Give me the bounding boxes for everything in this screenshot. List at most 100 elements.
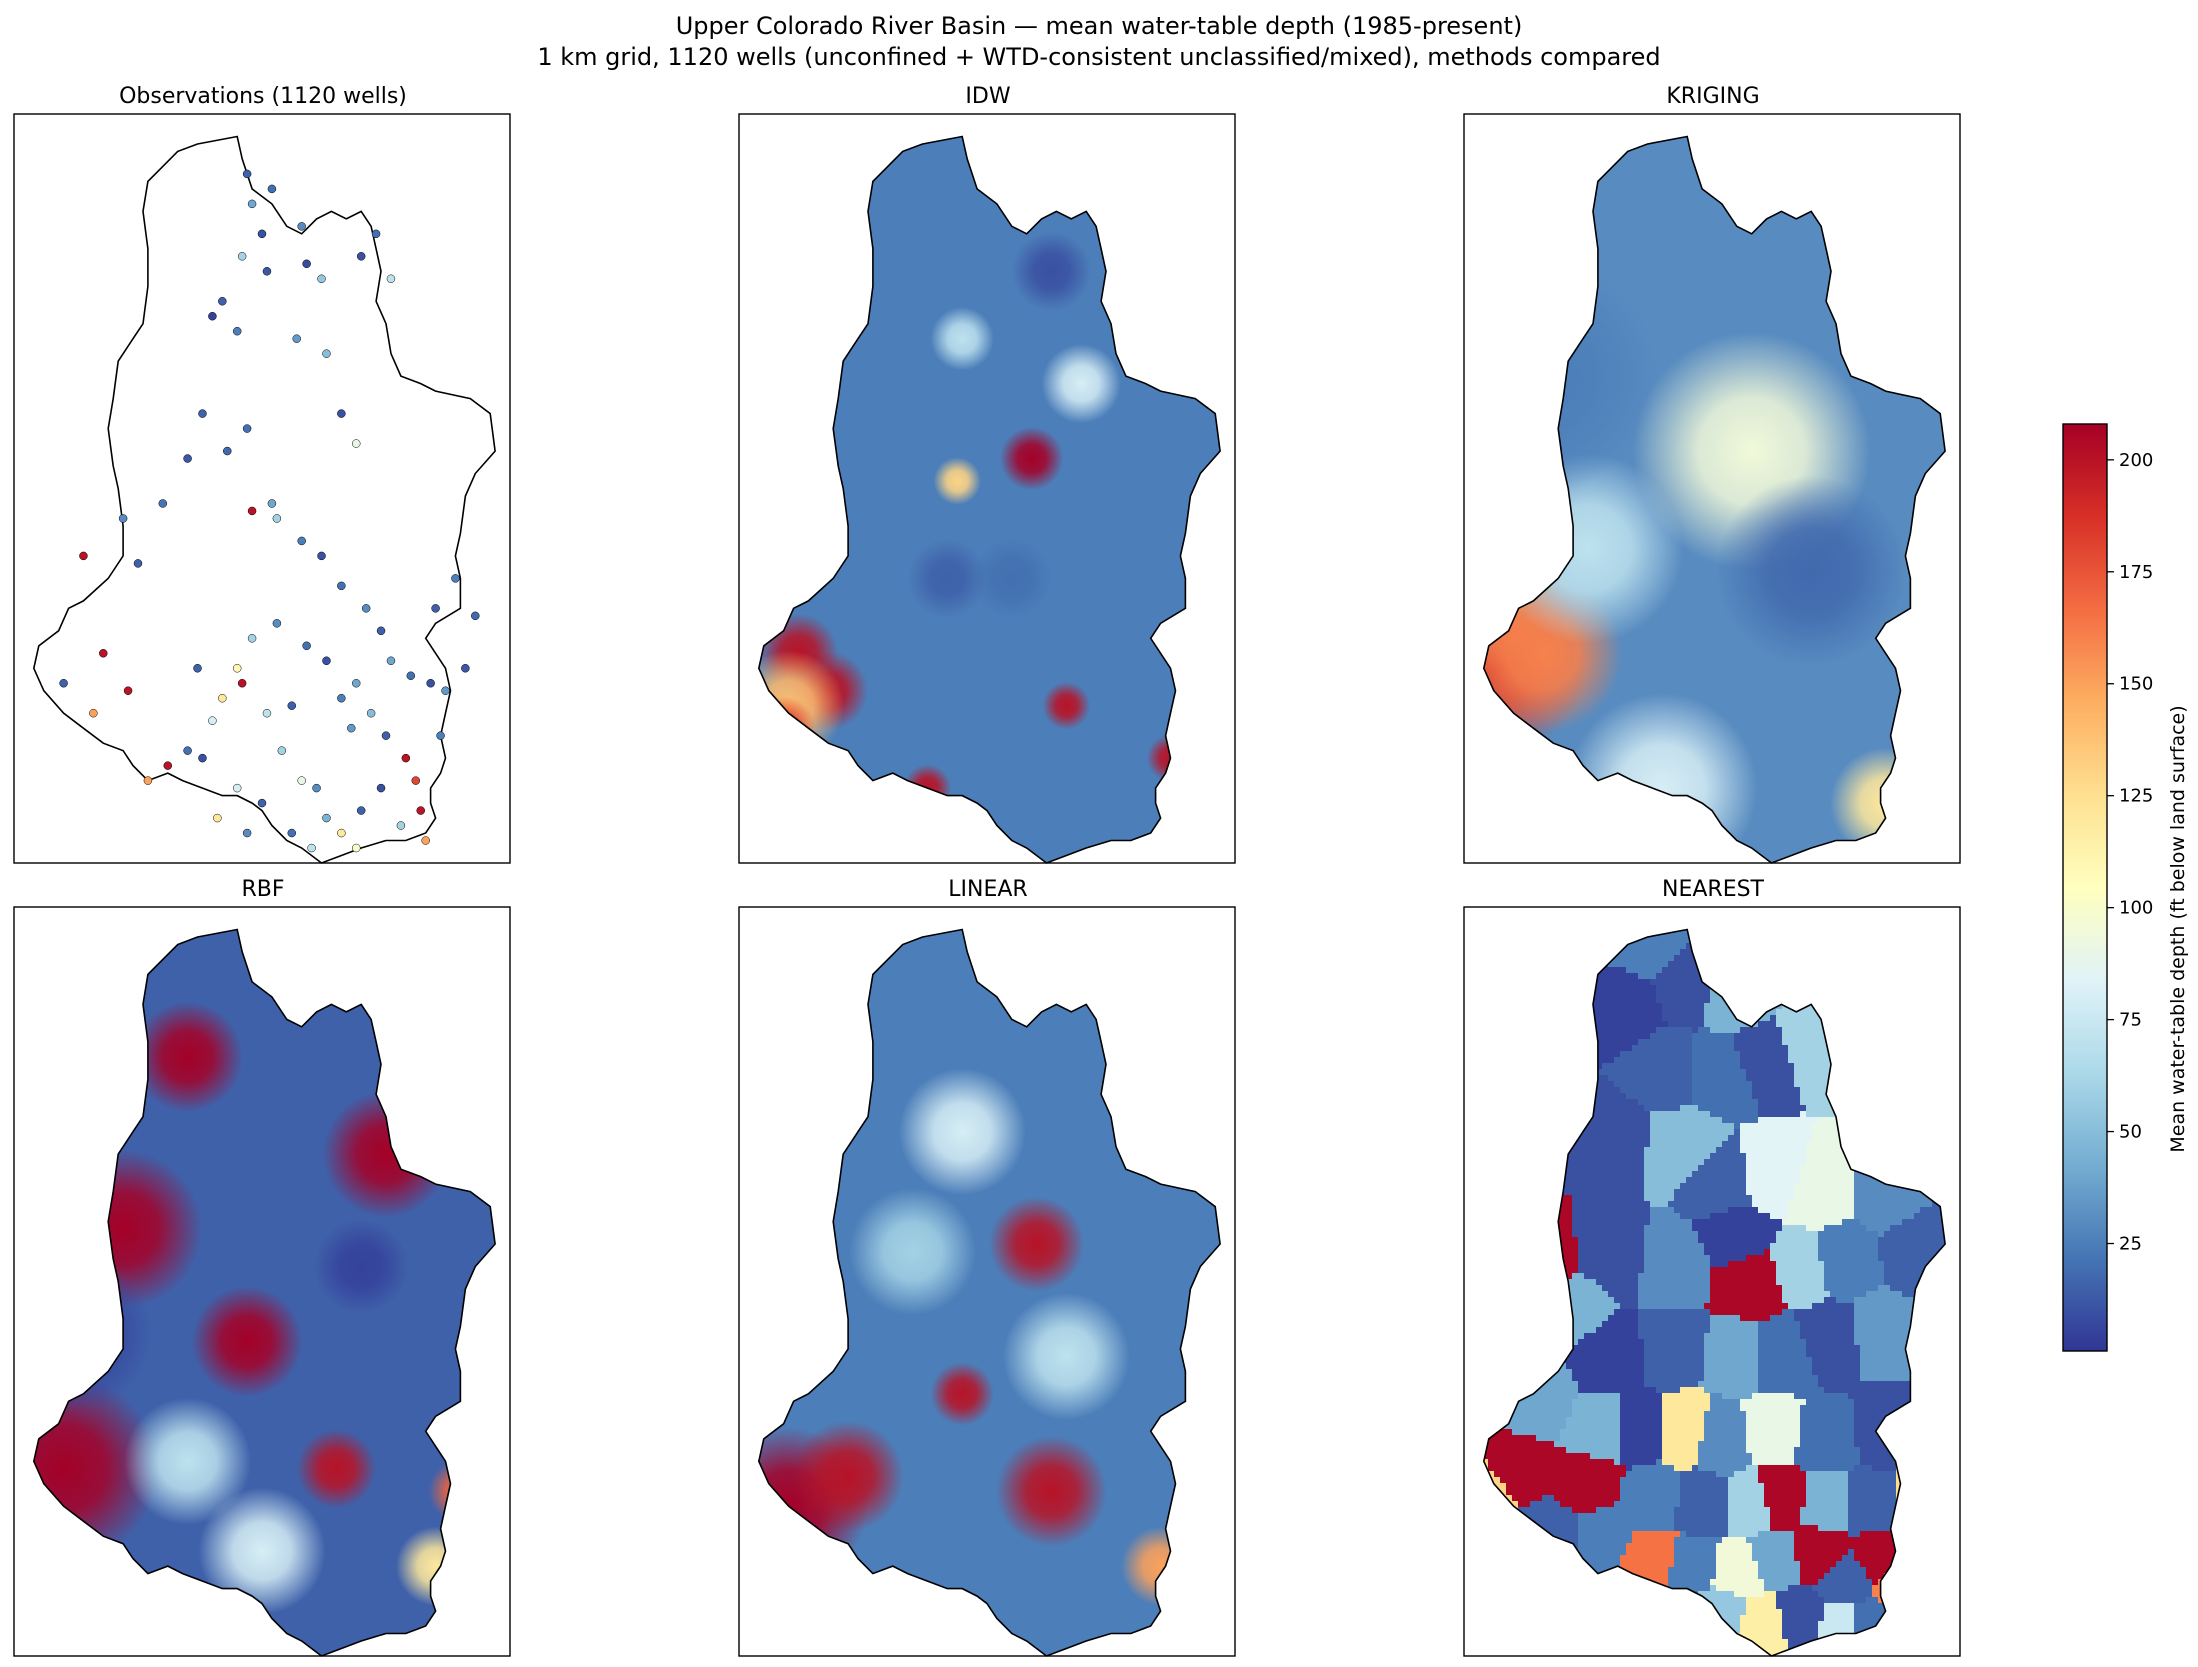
nearest-cell xyxy=(1752,1051,1759,1058)
well-point xyxy=(133,559,143,568)
nearest-cell xyxy=(1686,1213,1693,1220)
nearest-cell xyxy=(1842,1159,1849,1166)
nearest-cell xyxy=(1770,1111,1777,1118)
nearest-cell xyxy=(1572,1225,1579,1232)
nearest-cell xyxy=(1746,1183,1753,1190)
nearest-cell xyxy=(1842,1219,1849,1226)
nearest-cell xyxy=(1644,1105,1651,1112)
nearest-cell xyxy=(1650,1051,1657,1058)
nearest-cell xyxy=(1608,1063,1615,1070)
nearest-cell xyxy=(1758,1153,1765,1160)
nearest-cell xyxy=(1770,1165,1777,1172)
nearest-cell xyxy=(1608,1123,1615,1130)
nearest-cell xyxy=(1914,1225,1921,1232)
nearest-cell xyxy=(1686,1117,1693,1124)
nearest-cell xyxy=(1872,1189,1879,1196)
nearest-cell xyxy=(1644,1171,1651,1178)
nearest-cell xyxy=(1602,1033,1609,1040)
nearest-cell xyxy=(1794,1111,1801,1118)
nearest-cell xyxy=(1608,1225,1615,1232)
nearest-cell xyxy=(1620,985,1627,992)
nearest-cell xyxy=(1686,1231,1693,1238)
nearest-cell xyxy=(1914,1201,1921,1208)
nearest-cell xyxy=(1848,1201,1855,1208)
well-point xyxy=(317,551,326,561)
nearest-cell xyxy=(1836,1219,1843,1226)
nearest-cell xyxy=(1596,1183,1603,1190)
nearest-cell xyxy=(1836,1141,1843,1148)
nearest-cell xyxy=(1698,1219,1705,1226)
well-point xyxy=(267,499,277,508)
nearest-cell xyxy=(1632,1237,1639,1244)
nearest-cell xyxy=(1926,1243,1933,1250)
nearest-cell xyxy=(1842,1231,1849,1238)
nearest-cell xyxy=(1674,1207,1681,1214)
nearest-cell xyxy=(1620,949,1627,956)
nearest-cell xyxy=(1584,1153,1591,1160)
nearest-cell xyxy=(1674,997,1681,1004)
nearest-cell xyxy=(1734,1153,1741,1160)
nearest-cell xyxy=(1812,1087,1819,1094)
nearest-cell xyxy=(1620,1147,1627,1154)
nearest-cell xyxy=(1680,1039,1687,1046)
nearest-cell xyxy=(1566,1177,1573,1184)
nearest-cell xyxy=(1752,1123,1759,1130)
nearest-cell xyxy=(1866,1201,1873,1208)
nearest-cell xyxy=(1866,1183,1873,1190)
nearest-cell xyxy=(1614,1015,1621,1022)
nearest-cell xyxy=(1806,1243,1813,1250)
nearest-cell xyxy=(1608,1045,1615,1052)
nearest-cell xyxy=(1830,1141,1837,1148)
nearest-cell xyxy=(1632,1015,1639,1022)
nearest-cell xyxy=(1644,1069,1651,1076)
nearest-cell xyxy=(1710,1117,1717,1124)
nearest-cell xyxy=(1800,1213,1807,1220)
nearest-cell xyxy=(1644,1159,1651,1166)
nearest-cell xyxy=(1902,1213,1909,1220)
nearest-cell xyxy=(1680,1051,1687,1058)
nearest-cell xyxy=(1728,1135,1735,1142)
nearest-cell xyxy=(1824,1123,1831,1130)
well-point xyxy=(223,446,232,456)
nearest-cell xyxy=(1764,1075,1771,1082)
nearest-cell xyxy=(1740,1027,1747,1034)
nearest-cell xyxy=(1668,961,1675,968)
nearest-cell xyxy=(1728,1123,1735,1130)
nearest-cell xyxy=(1650,955,1657,962)
nearest-cell xyxy=(1656,1231,1663,1238)
nearest-cell xyxy=(1812,1063,1819,1070)
nearest-cell xyxy=(1806,1165,1813,1172)
nearest-cell xyxy=(1806,1081,1813,1088)
nearest-cell xyxy=(1740,1063,1747,1070)
nearest-cell xyxy=(1692,1249,1699,1256)
nearest-cell xyxy=(1686,1135,1693,1142)
nearest-cell xyxy=(1674,967,1681,974)
nearest-cell xyxy=(1638,1081,1645,1088)
well-point xyxy=(307,843,316,853)
nearest-cell xyxy=(1614,1231,1621,1238)
nearest-cell xyxy=(1716,1039,1723,1046)
nearest-cell xyxy=(1782,1051,1789,1058)
nearest-cell xyxy=(1692,1057,1699,1064)
well-point xyxy=(312,783,321,793)
nearest-cell xyxy=(1776,1219,1783,1226)
nearest-cell xyxy=(1758,1195,1765,1202)
nearest-cell xyxy=(1608,1207,1615,1214)
nearest-cell xyxy=(1764,1021,1771,1028)
nearest-cell xyxy=(1614,1183,1621,1190)
nearest-cell xyxy=(1680,1105,1687,1112)
nearest-cell xyxy=(1752,1033,1759,1040)
linear-anomaly xyxy=(849,1188,977,1316)
nearest-cell xyxy=(1734,1087,1741,1094)
nearest-cell xyxy=(1722,1021,1729,1028)
rbf-anomaly xyxy=(313,1218,409,1315)
nearest-cell xyxy=(1776,1183,1783,1190)
nearest-cell xyxy=(1794,1027,1801,1034)
nearest-cell xyxy=(1566,1195,1573,1202)
nearest-cell xyxy=(1692,1069,1699,1076)
nearest-cell xyxy=(1674,1093,1681,1100)
nearest-cell xyxy=(1752,1165,1759,1172)
nearest-cell xyxy=(1668,1087,1675,1094)
nearest-cell xyxy=(1722,1063,1729,1070)
nearest-cell xyxy=(1698,1093,1705,1100)
